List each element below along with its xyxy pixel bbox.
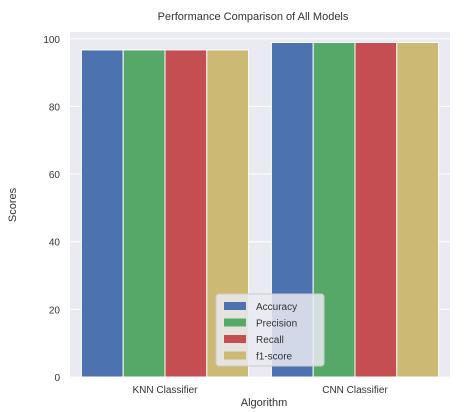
legend-swatch [224,318,246,327]
legend-swatch [224,351,246,360]
legend-swatch [224,335,246,343]
bar [122,49,166,378]
y-tick-label: 60 [49,170,61,181]
x-tick-label: KNN Classifier [132,385,198,396]
legend-label: Recall [256,335,284,346]
legend-box [215,293,325,367]
legend-label: f1-score [256,352,293,363]
chart-title: Performance Comparison of All Models [158,11,349,23]
y-tick-label: 100 [43,35,60,46]
y-tick-label: 80 [49,102,61,113]
y-axis-label: Scores [7,187,19,222]
x-tick-labels: KNN Classifier CNN Classifier [132,385,388,396]
legend: Accuracy Precision Recall f1-score [215,293,325,367]
bar [164,49,208,378]
y-tick-label: 0 [54,373,60,384]
y-tick-labels: 0 20 40 60 80 100 [43,35,60,384]
legend-label: Accuracy [256,302,297,313]
y-tick-label: 40 [49,238,61,249]
legend-label: Precision [256,319,297,330]
bar [80,49,124,378]
x-axis-label: Algorithm [241,397,287,409]
legend-swatch [224,302,246,310]
bar [396,41,440,378]
y-tick-label: 20 [49,305,61,316]
bar [354,41,398,378]
x-tick-label: CNN Classifier [322,385,388,396]
bars [80,41,440,378]
